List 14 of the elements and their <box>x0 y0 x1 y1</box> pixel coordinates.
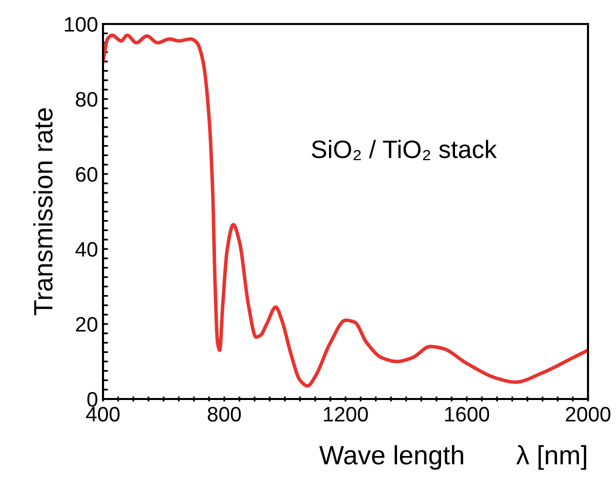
y-tick-label: 40 <box>75 242 98 257</box>
y-tick-label: 80 <box>76 92 98 107</box>
x-axis-title: Wave length λ [nm] <box>319 445 586 470</box>
annotation: SiO₂ / TiO₂ stack <box>312 140 497 160</box>
x-tick-label: 1200 <box>324 406 368 422</box>
y-tick-label: 0 <box>87 392 98 407</box>
y-tick-label: 100 <box>64 17 98 32</box>
x-tick-label: 2000 <box>566 406 610 422</box>
x-tick-label: 800 <box>208 406 241 422</box>
y-tick-label: 60 <box>76 167 98 182</box>
x-tick-label: 400 <box>86 406 120 422</box>
y-tick-label: 20 <box>76 317 98 332</box>
y-axis-title: Transmission rate <box>33 108 53 316</box>
x-tick-label: 1600 <box>445 406 490 422</box>
